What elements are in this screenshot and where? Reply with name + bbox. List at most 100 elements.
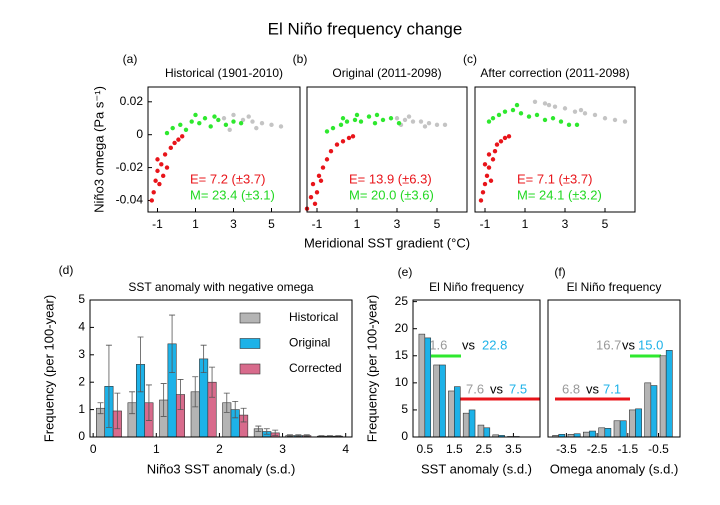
panel-label: (d) bbox=[59, 263, 74, 277]
error-bar bbox=[97, 402, 104, 415]
point bbox=[350, 134, 356, 139]
point bbox=[278, 124, 284, 129]
point bbox=[486, 165, 492, 170]
x-axis-label: Omega anomaly (s.d.) bbox=[550, 461, 679, 476]
point bbox=[494, 142, 500, 147]
annotation: vs bbox=[586, 381, 600, 396]
panel-label: (a) bbox=[123, 52, 138, 66]
error-bar bbox=[192, 376, 199, 408]
point bbox=[490, 157, 496, 162]
error-bar bbox=[129, 391, 136, 415]
point bbox=[358, 119, 364, 124]
panel-label: (e) bbox=[398, 265, 413, 279]
plot-frame bbox=[412, 299, 541, 438]
x-tick-label: -1 bbox=[480, 217, 491, 231]
bar bbox=[477, 424, 485, 438]
point bbox=[574, 122, 580, 128]
point bbox=[172, 140, 177, 146]
error-bar bbox=[240, 407, 247, 423]
point bbox=[542, 117, 548, 123]
plot-frame bbox=[306, 86, 468, 213]
point bbox=[151, 190, 156, 195]
annotation: E= 13.9 (±6.3) bbox=[349, 171, 432, 186]
point bbox=[176, 137, 181, 142]
bar bbox=[483, 427, 491, 438]
point bbox=[250, 119, 255, 124]
panel-label: (c) bbox=[463, 52, 477, 66]
x-tick-label: 0.5 bbox=[416, 442, 433, 456]
annotation: M= 20.0 (±3.6) bbox=[349, 187, 434, 202]
panel-title: El Niño frequency bbox=[567, 280, 662, 294]
x-tick-label: 1 bbox=[192, 217, 199, 231]
point bbox=[622, 119, 628, 124]
point bbox=[514, 102, 520, 108]
point bbox=[183, 127, 189, 132]
point bbox=[526, 114, 532, 119]
x-tick-label: 2 bbox=[216, 442, 223, 456]
point bbox=[496, 112, 502, 118]
bar bbox=[424, 337, 432, 438]
point bbox=[396, 120, 402, 126]
point bbox=[488, 178, 494, 183]
point bbox=[227, 127, 232, 132]
plot-frame bbox=[474, 86, 636, 213]
y-tick-label: 25 bbox=[395, 294, 409, 308]
legend-swatch bbox=[239, 338, 261, 349]
point bbox=[269, 122, 274, 128]
y-tick-label: 0 bbox=[78, 429, 85, 443]
point bbox=[552, 104, 558, 109]
annotation: 7.1 bbox=[603, 381, 621, 396]
point bbox=[318, 178, 324, 183]
x-axis-label: Meridional SST gradient (°C) bbox=[304, 235, 470, 250]
y-tick-label: 0 bbox=[136, 127, 143, 141]
point bbox=[316, 173, 322, 179]
panel-title: Historical (1901-2010) bbox=[165, 66, 283, 80]
error-bar bbox=[209, 366, 216, 398]
y-tick-label: 4 bbox=[78, 320, 85, 334]
point bbox=[212, 114, 217, 119]
point bbox=[394, 116, 400, 121]
x-tick-label: 1 bbox=[153, 442, 160, 456]
error-bar bbox=[114, 392, 121, 430]
annotation: 15.0 bbox=[638, 337, 663, 352]
point bbox=[193, 112, 198, 118]
point bbox=[159, 162, 164, 167]
legend-swatch bbox=[239, 363, 261, 375]
point bbox=[340, 116, 346, 121]
y-tick-label: 3 bbox=[78, 347, 85, 361]
y-tick-label: -0.02 bbox=[116, 160, 144, 174]
panel-title: Original (2011-2098) bbox=[332, 66, 441, 80]
point bbox=[197, 120, 202, 126]
point bbox=[223, 122, 229, 128]
point bbox=[164, 130, 170, 136]
x-tick-label: 3 bbox=[562, 217, 569, 231]
point bbox=[486, 119, 492, 124]
point bbox=[352, 117, 358, 123]
y-tick-label: 20 bbox=[395, 321, 409, 335]
point bbox=[410, 119, 416, 124]
point bbox=[388, 116, 394, 121]
point bbox=[330, 125, 336, 131]
error-bar bbox=[200, 344, 207, 374]
error-bar bbox=[160, 383, 167, 417]
bar bbox=[629, 409, 636, 438]
point bbox=[372, 120, 378, 126]
point bbox=[310, 181, 316, 187]
point bbox=[506, 134, 512, 139]
point bbox=[484, 173, 490, 179]
y-tick-label: 1 bbox=[78, 402, 85, 416]
error-bar bbox=[272, 429, 279, 437]
bar bbox=[462, 412, 470, 438]
point bbox=[168, 145, 173, 151]
point bbox=[380, 117, 386, 123]
point bbox=[572, 109, 578, 114]
error-bar bbox=[169, 314, 176, 374]
error-bar bbox=[303, 434, 310, 437]
bar bbox=[468, 409, 476, 438]
bar bbox=[604, 428, 612, 438]
point bbox=[374, 112, 380, 118]
point bbox=[155, 168, 160, 174]
point bbox=[164, 165, 170, 170]
bar bbox=[635, 408, 642, 438]
point bbox=[562, 106, 568, 111]
